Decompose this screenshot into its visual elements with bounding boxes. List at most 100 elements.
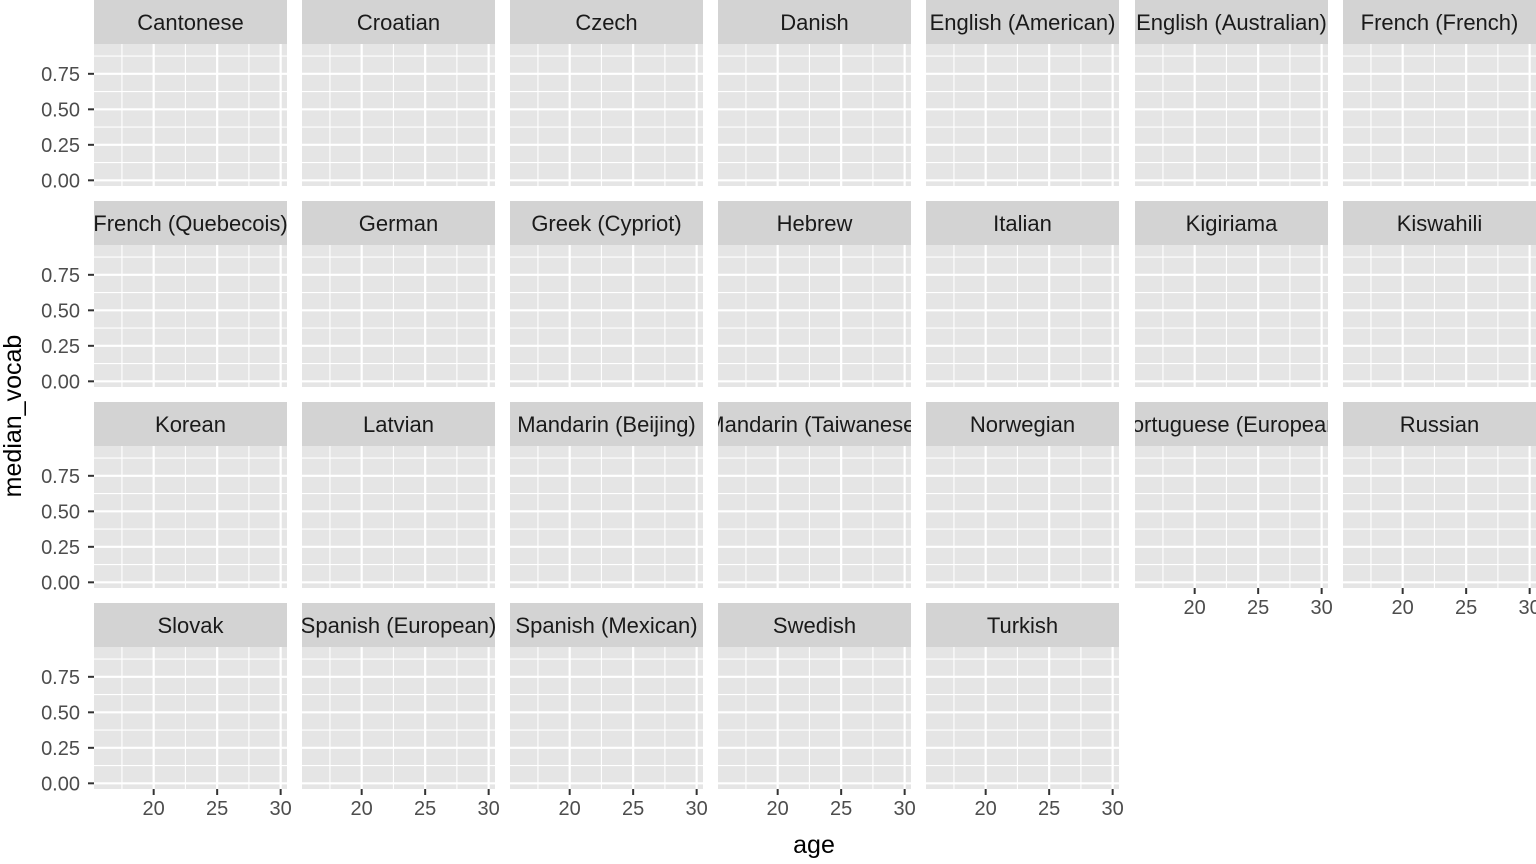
panel-background: [926, 44, 1119, 186]
facet-label: Kigiriama: [1186, 211, 1278, 236]
facet-label: Spanish (Mexican): [515, 613, 697, 638]
facet-label: Portuguese (European): [1117, 412, 1346, 437]
facet-panel-hebrew: Hebrew: [718, 201, 911, 387]
facet-strip-background: [1135, 0, 1328, 44]
facet-panel-turkish: Turkish: [926, 603, 1119, 789]
facet-panel-croatian: Croatian: [302, 0, 495, 186]
facet-panel-greek-cypriot: Greek (Cypriot): [510, 201, 703, 387]
y-tick-label: 0.50: [41, 300, 80, 322]
x-tick-label: 25: [1038, 798, 1060, 820]
facet-panel-norwegian: Norwegian: [926, 402, 1119, 588]
facet-strip-background: [718, 201, 911, 245]
facet-panel-mandarin-taiwanese: Mandarin (Taiwanese): [718, 402, 911, 588]
facet-panel-spanish-mexican: Spanish (Mexican): [510, 603, 703, 789]
facet-label: Greek (Cypriot): [531, 211, 681, 236]
facet-panel-slovak: Slovak: [94, 603, 287, 789]
facet-label: Korean: [155, 412, 226, 437]
panel-background: [926, 245, 1119, 387]
panel-background: [1135, 44, 1328, 186]
facet-strip-background: [1343, 0, 1536, 44]
facet-panel-french-french: French (French): [1343, 0, 1536, 186]
panel-background: [926, 647, 1119, 789]
facet-panel-danish: Danish: [718, 0, 911, 186]
facet-label: Czech: [575, 10, 637, 35]
facet-label: Russian: [1400, 412, 1479, 437]
y-tick-label: 0.75: [41, 466, 80, 488]
x-tick-label: 30: [478, 798, 500, 820]
facet-strip-background: [926, 402, 1119, 446]
facet-label: English (American): [930, 10, 1116, 35]
y-tick-label: 0.00: [41, 371, 80, 393]
y-tick-label: 0.50: [41, 501, 80, 523]
panel-background: [718, 446, 911, 588]
facet-strip-background: [302, 201, 495, 245]
facet-label: Swedish: [773, 613, 856, 638]
panel-background: [926, 446, 1119, 588]
x-tick-label: 20: [1184, 597, 1206, 619]
y-tick-label: 0.00: [41, 572, 80, 594]
x-tick-label: 30: [1519, 597, 1536, 619]
panel-background: [718, 44, 911, 186]
facet-label: German: [359, 211, 438, 236]
facet-label: Kiswahili: [1397, 211, 1483, 236]
x-tick-label: 20: [559, 798, 581, 820]
facet-strip-background: [1343, 402, 1536, 446]
facet-label: Croatian: [357, 10, 440, 35]
x-tick-label: 20: [143, 798, 165, 820]
x-tick-label: 20: [351, 798, 373, 820]
facet-panel-french-quebecois: French (Quebecois): [94, 201, 287, 387]
facet-strip-background: [1135, 201, 1328, 245]
y-tick-label: 0.00: [41, 773, 80, 795]
facet-panel-italian: Italian: [926, 201, 1119, 387]
facet-strip-background: [510, 402, 703, 446]
y-tick-label: 0.50: [41, 702, 80, 724]
axes: 0.00 0.25 0.50 0.75 0.00 0.25 0.50 0.75 0.00 0.25…: [41, 64, 1536, 820]
x-tick-label: 20: [975, 798, 997, 820]
x-tick-label: 25: [206, 798, 228, 820]
facet-label: Spanish (European): [301, 613, 497, 638]
x-tick-label: 30: [686, 798, 708, 820]
panel-background: [94, 647, 287, 789]
panel-background: [510, 44, 703, 186]
facet-panel-cantonese: Cantonese: [94, 0, 287, 186]
facet-label: Danish: [780, 10, 848, 35]
facet-panel-swedish: Swedish: [718, 603, 911, 789]
facet-strip-background: [1135, 402, 1328, 446]
facet-strip-background: [510, 0, 703, 44]
panel-background: [94, 44, 287, 186]
x-tick-label: 25: [1247, 597, 1269, 619]
y-tick-label: 0.25: [41, 336, 80, 358]
panel-background: [1343, 44, 1536, 186]
y-tick-label: 0.50: [41, 99, 80, 121]
facet-panel-latvian: Latvian: [302, 402, 495, 588]
facet-panel-kigiriama: Kigiriama: [1135, 201, 1328, 387]
y-tick-label: 0.75: [41, 64, 80, 86]
facet-label: Slovak: [157, 613, 224, 638]
y-tick-label: 0.00: [41, 170, 80, 192]
facet-strip-background: [926, 0, 1119, 44]
facet-panel-czech: Czech: [510, 0, 703, 186]
panel-background: [510, 446, 703, 588]
facet-strip-background: [926, 603, 1119, 647]
facet-strip-background: [718, 603, 911, 647]
y-tick-label: 0.25: [41, 537, 80, 559]
facet-strip-background: [94, 402, 287, 446]
facet-panels: Cantonese Croatian Czech Danish English (Ame…: [94, 0, 1536, 789]
y-tick-label: 0.25: [41, 738, 80, 760]
panel-background: [1343, 446, 1536, 588]
facet-label: English (Australian): [1136, 10, 1327, 35]
facet-label: Mandarin (Beijing): [517, 412, 696, 437]
panel-background: [510, 647, 703, 789]
panel-background: [1343, 245, 1536, 387]
panel-background: [94, 245, 287, 387]
facet-strip-background: [94, 201, 287, 245]
panel-background: [302, 647, 495, 789]
facet-panel-korean: Korean: [94, 402, 287, 588]
facet-label: Turkish: [987, 613, 1058, 638]
x-tick-label: 20: [1392, 597, 1414, 619]
x-tick-label: 30: [894, 798, 916, 820]
facet-strip-background: [302, 0, 495, 44]
x-tick-label: 30: [1102, 798, 1124, 820]
y-axis-title: median_vocab: [0, 335, 27, 498]
